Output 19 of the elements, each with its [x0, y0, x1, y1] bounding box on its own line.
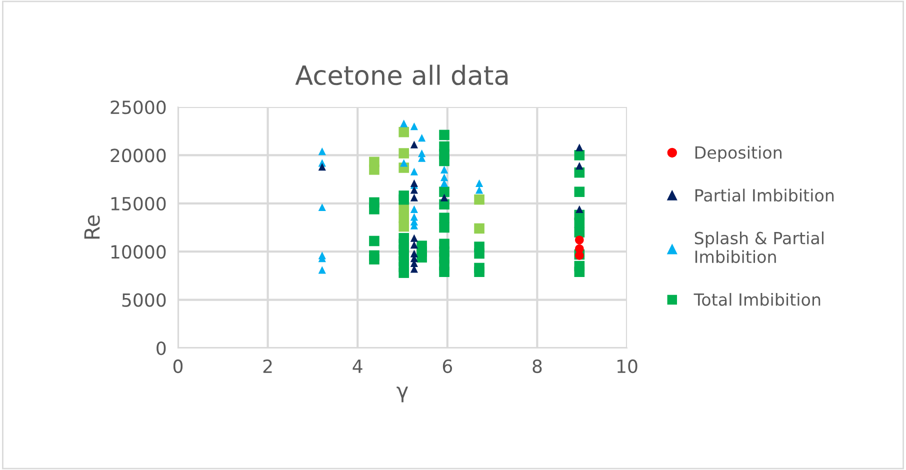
x-tick-label: 2 — [263, 359, 272, 373]
y-tick-label: 5000 — [122, 293, 166, 307]
x-tick-label: 0 — [173, 359, 183, 374]
y-tick-label: 0 — [156, 341, 166, 356]
legend-label: Splash & Partial Imbibition — [694, 232, 824, 264]
legend-label: Partial Imbibition — [695, 188, 834, 202]
y-tick-label: 10000 — [111, 245, 166, 259]
chart-title: Acetone all data — [295, 64, 508, 86]
y-tick-label: 20000 — [110, 148, 166, 162]
x-axis-title: γ — [396, 386, 408, 402]
x-tick-label: 10 — [617, 359, 638, 374]
legend-label: Total Imbibition — [694, 292, 820, 306]
x-tick-label: 8 — [532, 359, 542, 374]
legend-label: Deposition — [695, 146, 782, 162]
y-axis-title: Re — [84, 215, 100, 239]
y-tick-label: 25000 — [110, 100, 166, 114]
x-tick-label: 4 — [352, 360, 362, 373]
y-tick-label: 15000 — [111, 196, 166, 211]
x-tick-label: 6 — [442, 359, 452, 374]
